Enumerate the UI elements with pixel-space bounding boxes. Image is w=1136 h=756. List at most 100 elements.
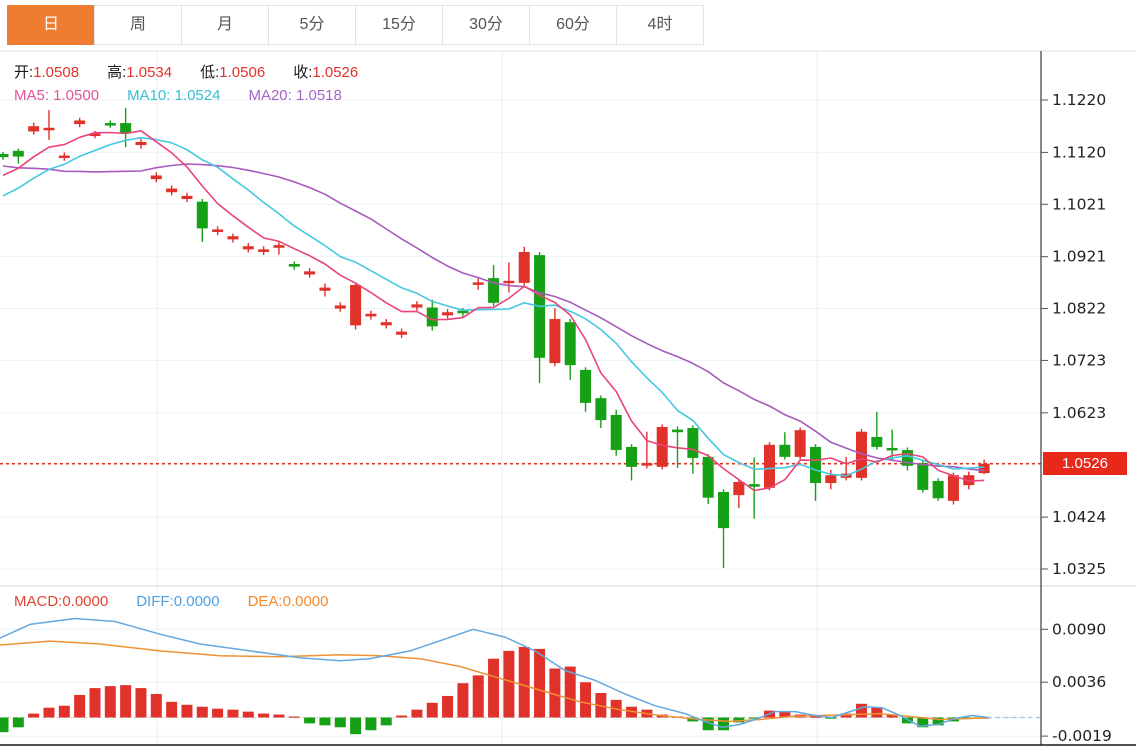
- candlesticks[interactable]: [0, 107, 990, 568]
- candle[interactable]: [28, 122, 40, 135]
- tab-60分[interactable]: 60分: [529, 5, 617, 45]
- candle[interactable]: [380, 319, 392, 329]
- tab-15分[interactable]: 15分: [355, 5, 443, 45]
- macd-bar[interactable]: [702, 717, 714, 731]
- candle[interactable]: [150, 172, 162, 183]
- macd-bar[interactable]: [855, 703, 867, 718]
- macd-bar[interactable]: [564, 666, 576, 718]
- candle[interactable]: [334, 302, 346, 312]
- candle[interactable]: [840, 456, 852, 481]
- macd-bar[interactable]: [43, 707, 55, 718]
- candle[interactable]: [135, 138, 147, 149]
- candle[interactable]: [641, 431, 653, 469]
- macd-bar[interactable]: [472, 675, 484, 718]
- candle[interactable]: [718, 489, 730, 568]
- candle[interactable]: [610, 409, 622, 456]
- tab-5分[interactable]: 5分: [268, 5, 356, 45]
- macd-bar[interactable]: [242, 711, 254, 718]
- candle[interactable]: [304, 268, 316, 278]
- macd-bar[interactable]: [74, 694, 86, 718]
- candle[interactable]: [564, 319, 576, 380]
- macd-bar[interactable]: [488, 658, 500, 718]
- macd-bar[interactable]: [917, 717, 929, 728]
- candle[interactable]: [748, 457, 760, 519]
- candle[interactable]: [825, 469, 837, 490]
- macd-bar[interactable]: [12, 717, 24, 728]
- candle[interactable]: [43, 109, 55, 140]
- candle[interactable]: [196, 199, 208, 243]
- candle[interactable]: [978, 459, 990, 475]
- candle[interactable]: [733, 479, 745, 509]
- macd-bar[interactable]: [288, 716, 300, 718]
- macd-bar[interactable]: [304, 717, 316, 724]
- candle[interactable]: [917, 460, 929, 493]
- macd-bar[interactable]: [166, 701, 178, 718]
- macd-bar[interactable]: [104, 686, 116, 718]
- candle[interactable]: [549, 308, 561, 367]
- macd-bar[interactable]: [503, 650, 515, 718]
- candle[interactable]: [901, 447, 913, 471]
- candle[interactable]: [932, 478, 944, 501]
- macd-bar[interactable]: [212, 708, 224, 718]
- macd-bar[interactable]: [227, 709, 239, 718]
- tab-日[interactable]: 日: [7, 5, 95, 45]
- candle[interactable]: [794, 427, 806, 460]
- tab-4时[interactable]: 4时: [616, 5, 704, 45]
- candle[interactable]: [426, 299, 438, 331]
- macd-bar[interactable]: [580, 682, 592, 718]
- macd-bar[interactable]: [549, 668, 561, 718]
- macd-bar[interactable]: [871, 707, 883, 718]
- candle[interactable]: [871, 411, 883, 450]
- candle[interactable]: [181, 192, 193, 203]
- candle[interactable]: [488, 265, 500, 306]
- macd-bar[interactable]: [733, 717, 745, 723]
- macd-histogram[interactable]: [0, 646, 990, 735]
- macd-bar[interactable]: [886, 714, 898, 718]
- candle[interactable]: [166, 185, 178, 196]
- macd-bar[interactable]: [181, 704, 193, 718]
- macd-bar[interactable]: [150, 693, 162, 718]
- candle[interactable]: [212, 226, 224, 236]
- tab-月[interactable]: 月: [181, 5, 269, 45]
- macd-bar[interactable]: [89, 688, 101, 718]
- candle[interactable]: [411, 301, 423, 311]
- candle[interactable]: [442, 309, 454, 319]
- candle[interactable]: [58, 152, 70, 161]
- macd-bar[interactable]: [840, 713, 852, 718]
- candle[interactable]: [702, 454, 714, 505]
- candle[interactable]: [472, 278, 484, 290]
- macd-bar[interactable]: [258, 713, 270, 718]
- candle[interactable]: [656, 424, 668, 470]
- macd-bar[interactable]: [58, 705, 70, 718]
- candle[interactable]: [809, 444, 821, 501]
- macd-bar[interactable]: [380, 717, 392, 726]
- macd-bar[interactable]: [457, 683, 469, 718]
- candle[interactable]: [518, 246, 530, 288]
- macd-bar[interactable]: [718, 717, 730, 731]
- candle[interactable]: [503, 262, 515, 293]
- candle[interactable]: [273, 241, 285, 255]
- candle[interactable]: [319, 283, 331, 297]
- candle[interactable]: [396, 328, 408, 338]
- macd-bar[interactable]: [273, 714, 285, 718]
- candle[interactable]: [626, 444, 638, 481]
- candle[interactable]: [12, 148, 24, 164]
- macd-bar[interactable]: [28, 713, 40, 718]
- macd-bar[interactable]: [196, 706, 208, 718]
- candle[interactable]: [0, 151, 9, 160]
- candle[interactable]: [104, 120, 116, 128]
- macd-bar[interactable]: [120, 685, 132, 718]
- macd-bar[interactable]: [534, 648, 546, 718]
- macd-bar[interactable]: [442, 695, 454, 718]
- macd-bar[interactable]: [396, 715, 408, 718]
- candle[interactable]: [947, 472, 959, 505]
- macd-bar[interactable]: [0, 717, 9, 733]
- candle[interactable]: [350, 282, 362, 330]
- candle[interactable]: [580, 367, 592, 412]
- candle[interactable]: [595, 395, 607, 429]
- macd-bar[interactable]: [365, 717, 377, 731]
- tab-周[interactable]: 周: [94, 5, 182, 45]
- macd-bar[interactable]: [748, 717, 760, 719]
- macd-bar[interactable]: [411, 709, 423, 718]
- macd-bar[interactable]: [426, 702, 438, 718]
